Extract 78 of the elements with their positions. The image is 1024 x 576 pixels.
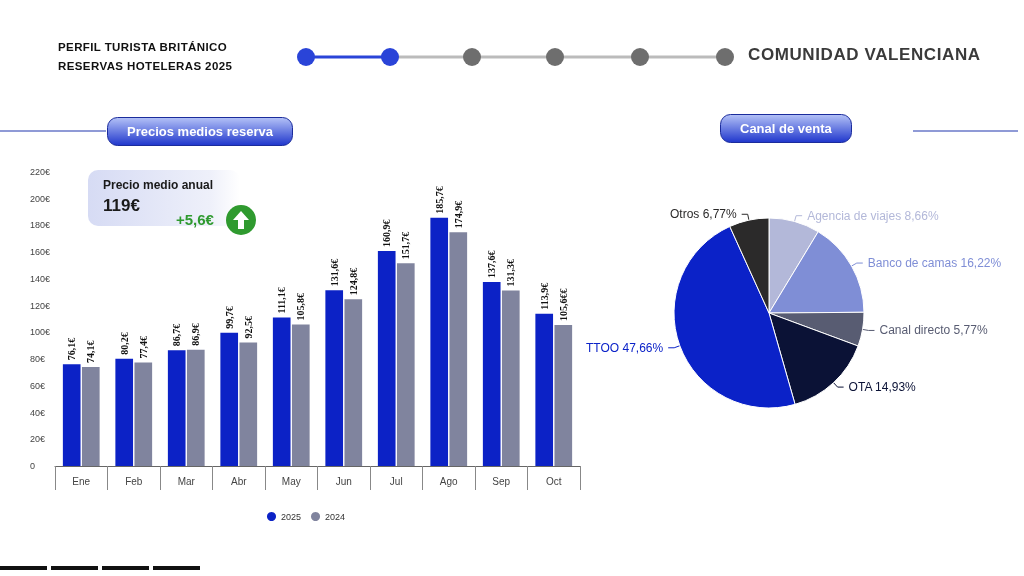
data-label: 111,1€ <box>276 287 288 314</box>
annotation: 119€ <box>103 196 140 216</box>
y-tick-label: 80€ <box>30 354 46 365</box>
chart-title: Canal de venta <box>740 121 833 136</box>
legend-label: 2025 <box>281 511 302 522</box>
data-label: 185,7€ <box>433 186 445 214</box>
y-tick-label: 200€ <box>30 193 51 204</box>
y-tick-label: 60€ <box>30 380 46 391</box>
x-tick-label: Jun <box>335 475 352 487</box>
y-tick-label: 120€ <box>30 300 51 311</box>
bar <box>430 217 449 466</box>
data-label: 80,2€ <box>118 332 130 355</box>
slice-label: Canal directo 5,77% <box>879 323 988 338</box>
data-label: 124,8€ <box>347 267 359 296</box>
bar <box>396 263 415 466</box>
annotation: +5,6€ <box>176 211 214 228</box>
x-tick-label: Ene <box>72 475 91 487</box>
bar <box>554 324 573 466</box>
slice-label: OTA 14,93% <box>848 380 917 395</box>
y-tick-label: 0 <box>30 461 36 471</box>
x-tick-label: Mar <box>177 475 196 487</box>
legend-label: 2024 <box>325 511 346 522</box>
data-label: 131,3€ <box>505 259 517 287</box>
data-label: 76,1€ <box>66 337 78 361</box>
y-tick-label: 20€ <box>30 434 46 445</box>
y-tick-label: 140€ <box>30 273 51 284</box>
bar <box>325 290 344 466</box>
x-tick-label: Abr <box>230 475 248 487</box>
text: PERFIL TURISTA BRITÁNICO <box>58 40 229 55</box>
y-tick-label: 220€ <box>30 167 51 177</box>
bar <box>167 350 186 466</box>
x-tick-label: Jul <box>389 475 403 487</box>
bar <box>115 358 134 466</box>
bar <box>377 250 396 466</box>
annotation: Precio medio anual <box>103 178 214 192</box>
bar <box>134 362 153 466</box>
bar <box>81 366 100 466</box>
data-label: 105,6€€ <box>557 288 569 321</box>
data-label: 99,7€ <box>223 306 235 329</box>
slice-label: Otros 6,77% <box>669 207 738 222</box>
data-label: 77,4€ <box>137 336 149 359</box>
bar <box>535 313 554 466</box>
bar <box>291 324 310 466</box>
x-tick-label: Sep <box>492 475 511 487</box>
data-label: 137,6€ <box>486 250 498 279</box>
data-label: 113,9€ <box>538 282 550 310</box>
bar <box>272 317 291 466</box>
slice-label: Banco de camas 16,22% <box>867 256 1002 271</box>
data-label: 151,7€ <box>400 231 412 260</box>
bar <box>501 290 520 466</box>
chart-title: Precios medios reserva <box>127 124 274 139</box>
bar <box>220 332 239 466</box>
y-tick-label: 40€ <box>30 407 46 418</box>
bar <box>62 364 81 466</box>
y-tick-label: 180€ <box>30 220 51 231</box>
data-label: 174,9€ <box>452 200 464 229</box>
x-tick-label: Oct <box>545 475 562 487</box>
text: COMUNIDAD VALENCIANA <box>748 45 981 65</box>
x-tick-label: Ago <box>439 475 459 487</box>
data-label: 105,8€ <box>295 293 307 321</box>
bar <box>449 232 468 466</box>
slice-label: TTOO 47,66% <box>586 340 664 355</box>
y-tick-label: 160€ <box>30 247 51 258</box>
data-label: 131,6€ <box>328 258 340 287</box>
data-label: 86,9€ <box>190 323 202 346</box>
bar <box>186 349 205 466</box>
bar <box>344 299 363 466</box>
bar <box>482 282 501 466</box>
data-label: 86,7€ <box>171 323 183 347</box>
y-tick-label: 100€ <box>30 327 51 338</box>
x-tick-label: May <box>281 475 301 487</box>
text: RESERVAS HOTELERAS 2025 <box>58 59 233 74</box>
x-tick-label: Feb <box>125 475 143 487</box>
bar <box>239 342 258 466</box>
data-label: 74,1€ <box>85 340 97 363</box>
slice-label: Agencia de viajes 8,66% <box>807 208 939 223</box>
data-label: 160,9€ <box>381 219 393 247</box>
data-label: 92,5€ <box>242 315 254 339</box>
